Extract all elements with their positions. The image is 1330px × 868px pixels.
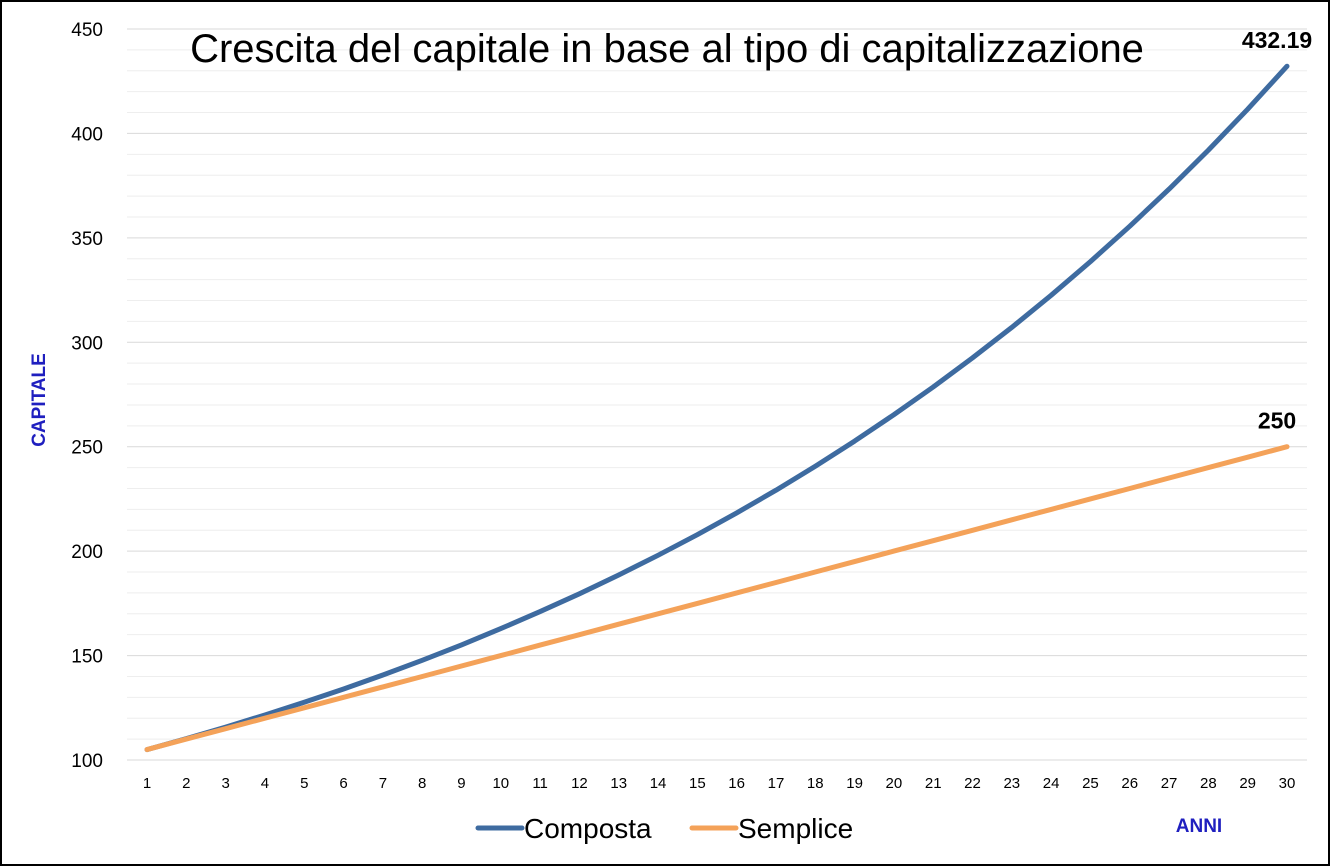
- x-tick-label: 15: [689, 775, 706, 792]
- legend-label-composta: Composta: [524, 813, 652, 844]
- x-tick-label: 10: [492, 775, 509, 792]
- series-line-semplice: [144, 444, 1290, 753]
- x-tick-label: 13: [610, 775, 627, 792]
- y-tick-label: 400: [71, 124, 103, 145]
- x-tick-label: 30: [1279, 775, 1296, 792]
- x-tick-label: 16: [728, 775, 745, 792]
- x-tick-label: 23: [1003, 775, 1020, 792]
- y-tick-label: 300: [71, 333, 103, 354]
- x-axis-ticks: 1 2 3 4 5 6 7 8 9 10 11 12 13 14 15 16 17 18 19 20 21 22 23 24 2…: [143, 775, 1296, 792]
- x-axis-label: ANNI: [1176, 816, 1222, 837]
- y-tick-label: 100: [71, 751, 103, 772]
- data-label-semplice: 250: [1258, 408, 1296, 434]
- y-axis-ticks: 100 150 200 250 300 350 400 450: [71, 20, 103, 772]
- x-tick-label: 7: [379, 775, 387, 792]
- chart-title: Crescita del capitale in base al tipo di…: [190, 27, 1144, 71]
- data-labels: 432.19 250: [1242, 27, 1312, 434]
- x-tick-label: 14: [650, 775, 667, 792]
- x-tick-label: 18: [807, 775, 824, 792]
- x-tick-label: 22: [964, 775, 981, 792]
- x-tick-label: 8: [418, 775, 426, 792]
- series-line-composta: [144, 63, 1290, 753]
- x-tick-label: 20: [886, 775, 903, 792]
- x-tick-label: 2: [182, 775, 190, 792]
- y-tick-label: 250: [71, 438, 103, 459]
- x-tick-label: 11: [532, 775, 548, 792]
- y-tick-label: 150: [71, 647, 103, 668]
- x-tick-label: 27: [1161, 775, 1178, 792]
- grid: [127, 28, 1307, 761]
- y-tick-label: 450: [71, 20, 103, 41]
- legend-label-semplice: Semplice: [738, 813, 853, 844]
- x-tick-label: 12: [571, 775, 588, 792]
- x-tick-label: 9: [457, 775, 465, 792]
- x-tick-label: 25: [1082, 775, 1099, 792]
- y-tick-label: 350: [71, 229, 103, 250]
- x-tick-label: 24: [1043, 775, 1060, 792]
- x-tick-label: 5: [300, 775, 308, 792]
- y-axis-label: CAPITALE: [29, 353, 50, 447]
- x-tick-label: 17: [768, 775, 785, 792]
- x-tick-label: 1: [143, 775, 151, 792]
- x-tick-label: 21: [925, 775, 942, 792]
- data-label-composta: 432.19: [1242, 27, 1312, 53]
- x-tick-label: 29: [1239, 775, 1256, 792]
- y-tick-label: 200: [71, 542, 103, 563]
- x-tick-label: 19: [846, 775, 863, 792]
- series: [144, 63, 1290, 753]
- x-tick-label: 4: [261, 775, 269, 792]
- legend: Composta Semplice: [475, 813, 853, 844]
- x-tick-label: 3: [221, 775, 229, 792]
- x-tick-label: 6: [339, 775, 347, 792]
- x-tick-label: 28: [1200, 775, 1217, 792]
- x-tick-label: 26: [1121, 775, 1138, 792]
